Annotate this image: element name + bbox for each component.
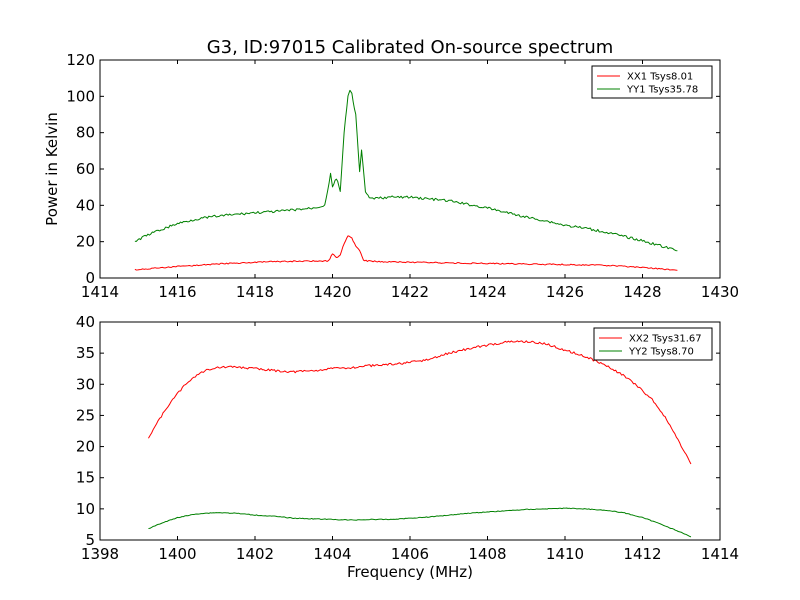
- x-tick-label: 1418: [236, 283, 274, 301]
- x-tick-label: 1420: [313, 283, 351, 301]
- y-tick-label: 20: [76, 438, 95, 456]
- legend-label: XX2 Tsys31.67: [629, 334, 702, 345]
- x-tick-label: 1422: [391, 283, 429, 301]
- x-tick-label: 1426: [546, 283, 584, 301]
- x-tick-label: 1414: [701, 545, 739, 563]
- series-line-yy1: [134, 89, 678, 252]
- y-tick-label: 40: [76, 313, 95, 331]
- y-tick-label: 5: [85, 531, 95, 549]
- x-tick-label: 1416: [158, 283, 196, 301]
- y-tick-label: 0: [85, 269, 95, 287]
- x-tick-label: 1410: [546, 545, 584, 563]
- legend: XX2 Tsys31.67 YY2 Tsys8.70: [593, 327, 713, 361]
- legend-label: YY2 Tsys8.70: [628, 347, 694, 358]
- x-tick-label: 1398: [81, 545, 119, 563]
- x-tick-label: 1406: [391, 545, 429, 563]
- legend-label: XX1 Tsys8.01: [627, 72, 693, 83]
- series-line-yy2: [148, 507, 692, 538]
- y-tick-label: 40: [76, 196, 95, 214]
- x-axis-title: Frequency (MHz): [347, 563, 473, 581]
- chart-title: G3, ID:97015 Calibrated On-source spectr…: [207, 37, 614, 58]
- x-tick-label: 1430: [701, 283, 739, 301]
- y-tick-label: 35: [76, 344, 95, 362]
- x-tick-label: 1402: [236, 545, 274, 563]
- legend: XX1 Tsys8.01 YY1 Tsys35.78: [591, 65, 713, 99]
- y-tick-label: 30: [76, 375, 95, 393]
- series-line-xx1: [134, 235, 678, 271]
- x-tick-label: 1412: [623, 545, 661, 563]
- bottom-panel: 1398 1400 1402 1404 1406 1408 1410 1412 1414 5 10 1…: [76, 313, 739, 563]
- x-tick-label: 1404: [313, 545, 351, 563]
- x-tick-label: 1408: [468, 545, 506, 563]
- x-tick-label: 1414: [81, 283, 119, 301]
- top-panel: 1414 1416 1418 1420 1422 1424 1426 1428 1430 0 20 4…: [43, 51, 739, 301]
- y-tick-label: 100: [66, 87, 95, 105]
- x-tick-label: 1424: [468, 283, 506, 301]
- y-tick-label: 25: [76, 406, 95, 424]
- y-tick-label: 60: [76, 160, 95, 178]
- series-line-xx2: [148, 340, 692, 465]
- x-tick-label: 1428: [623, 283, 661, 301]
- y-tick-label: 20: [76, 233, 95, 251]
- legend-box: [591, 65, 713, 99]
- y-tick-label: 120: [66, 51, 95, 69]
- legend-label: YY1 Tsys35.78: [626, 85, 698, 96]
- y-tick-label: 15: [76, 469, 95, 487]
- y-tick-label: 10: [76, 500, 95, 518]
- x-tick-label: 1400: [158, 545, 196, 563]
- y-tick-label: 80: [76, 124, 95, 142]
- legend-box: [593, 327, 713, 361]
- y-axis-title: Power in Kelvin: [43, 112, 61, 226]
